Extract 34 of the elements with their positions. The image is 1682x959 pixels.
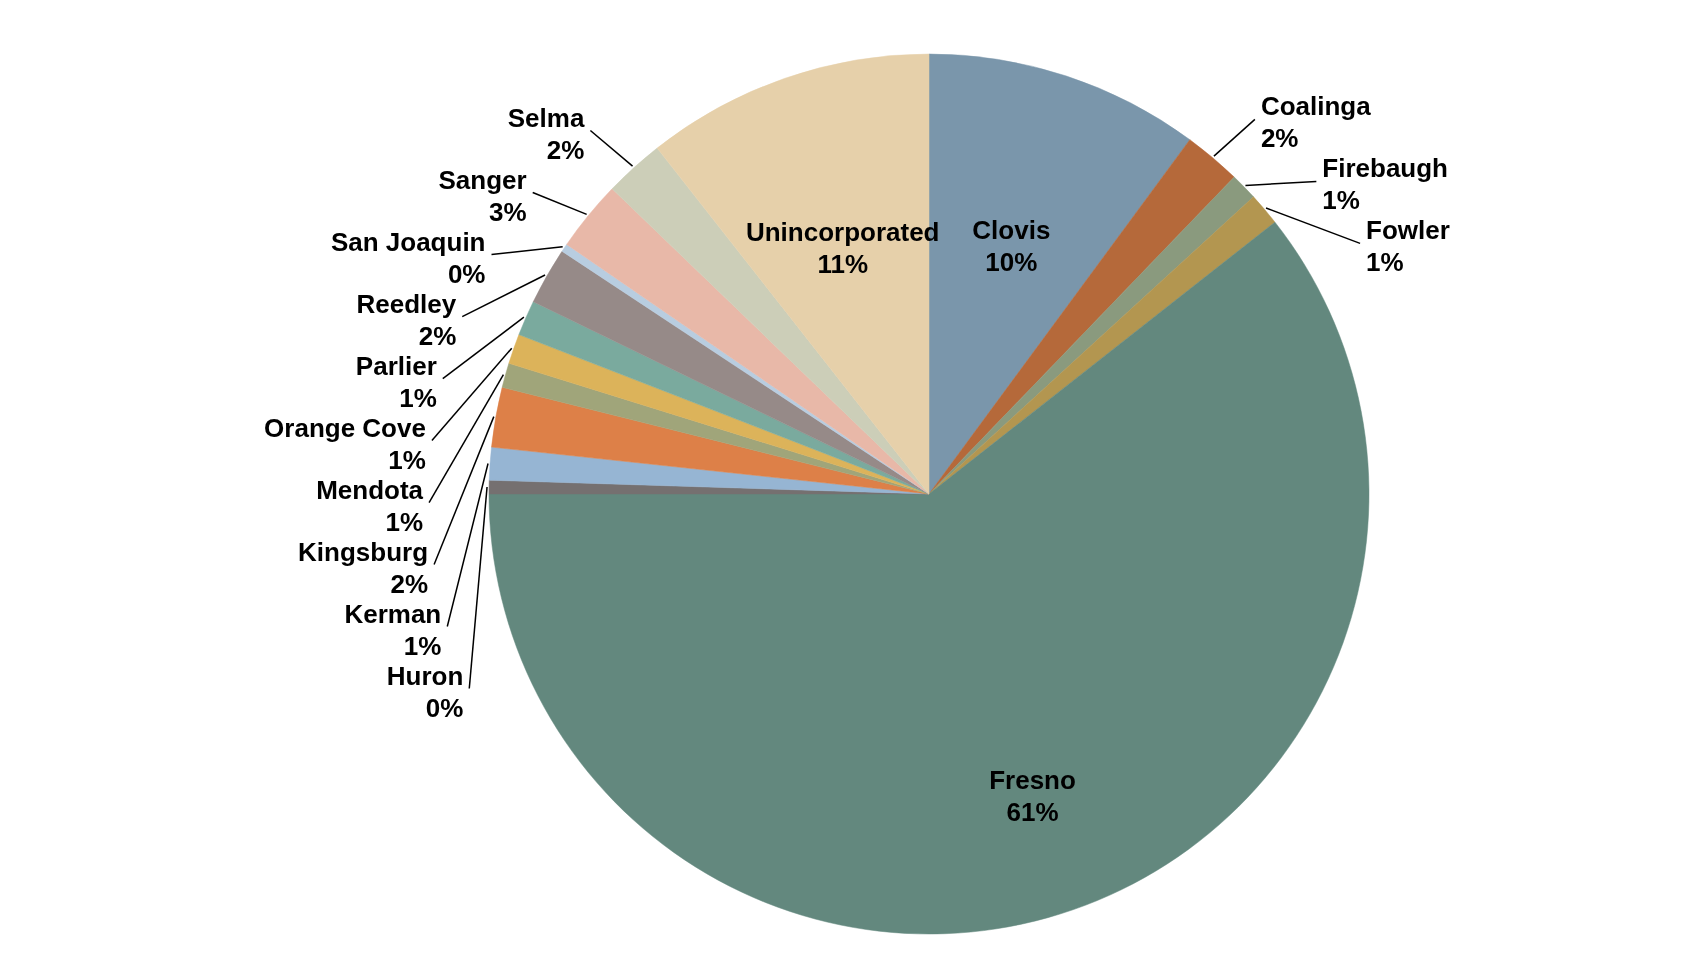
pie-slice xyxy=(488,446,930,495)
data-label: 1% xyxy=(385,506,424,537)
slice-label: Clovis xyxy=(972,215,1051,246)
slice-label: San Joaquin xyxy=(330,226,486,257)
data-label: 1% xyxy=(388,444,426,475)
data-label: 1% xyxy=(1366,247,1404,278)
data-label: 11% xyxy=(817,248,869,279)
data-label: 0% xyxy=(447,258,486,289)
pie-slice xyxy=(508,334,930,495)
slice-label: Orange Cove xyxy=(264,412,426,443)
data-label: 3% xyxy=(489,196,527,227)
slice-label: Unincorporated xyxy=(745,216,940,247)
data-label: 61% xyxy=(1006,797,1059,828)
data-label: 2% xyxy=(546,134,585,165)
slice-label: Fowler xyxy=(1366,215,1450,246)
slice-label: Sanger xyxy=(438,164,527,195)
slice-label: Kerman xyxy=(344,598,442,629)
slice-label: Selma xyxy=(507,102,585,133)
slice-label: Firebaugh xyxy=(1322,153,1449,184)
data-label: 10% xyxy=(985,247,1038,278)
data-label: 2% xyxy=(418,320,457,351)
slice-label: Reedley xyxy=(356,288,457,319)
slice-label: Coalinga xyxy=(1260,91,1372,122)
slice-label: Kingsburg xyxy=(298,536,429,567)
data-label: 1% xyxy=(399,382,437,413)
data-label: 1% xyxy=(1322,185,1360,216)
slice-label: Fresno xyxy=(989,765,1076,796)
slice-label: Mendota xyxy=(316,474,424,505)
slice-label: Parlier xyxy=(355,350,437,381)
data-label: 1% xyxy=(403,630,442,661)
data-label: 0% xyxy=(425,692,464,723)
data-label: 2% xyxy=(1260,123,1299,154)
data-label: 2% xyxy=(390,568,429,599)
slice-label: Huron xyxy=(386,660,464,691)
